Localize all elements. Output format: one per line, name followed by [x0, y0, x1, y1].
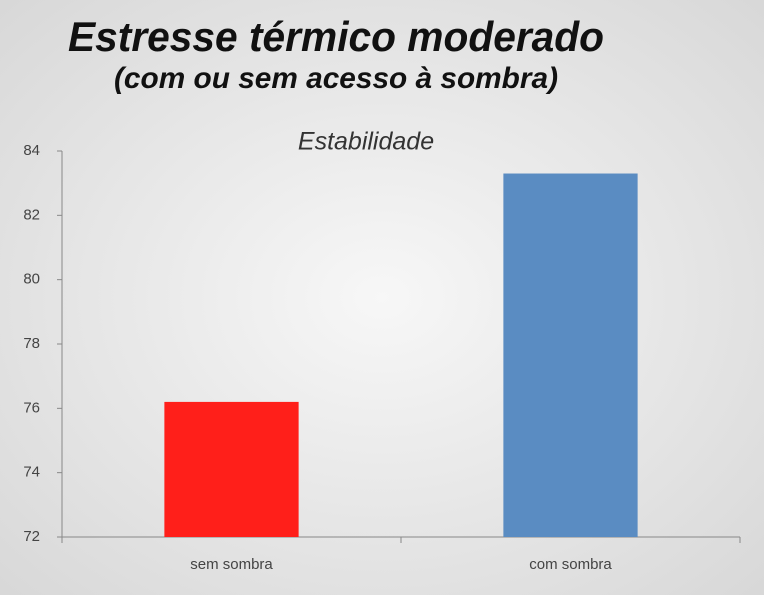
y-tick-label: 84: [23, 142, 40, 159]
x-tick-label: com sombra: [529, 556, 612, 573]
page-title: Estresse térmico moderado: [68, 13, 604, 60]
y-tick-label: 72: [23, 528, 40, 545]
y-tick-label: 76: [23, 399, 40, 416]
y-tick-label: 82: [23, 206, 40, 223]
y-tick-label: 78: [23, 335, 40, 352]
chart-title: Estabilidade: [298, 128, 434, 156]
y-tick-label: 80: [23, 271, 40, 288]
page-subtitle: (com ou sem acesso à sombra): [114, 62, 558, 95]
bar: [164, 401, 299, 537]
y-tick-label: 74: [23, 464, 40, 481]
x-tick-label: sem sombra: [190, 556, 273, 573]
bar: [503, 173, 638, 537]
